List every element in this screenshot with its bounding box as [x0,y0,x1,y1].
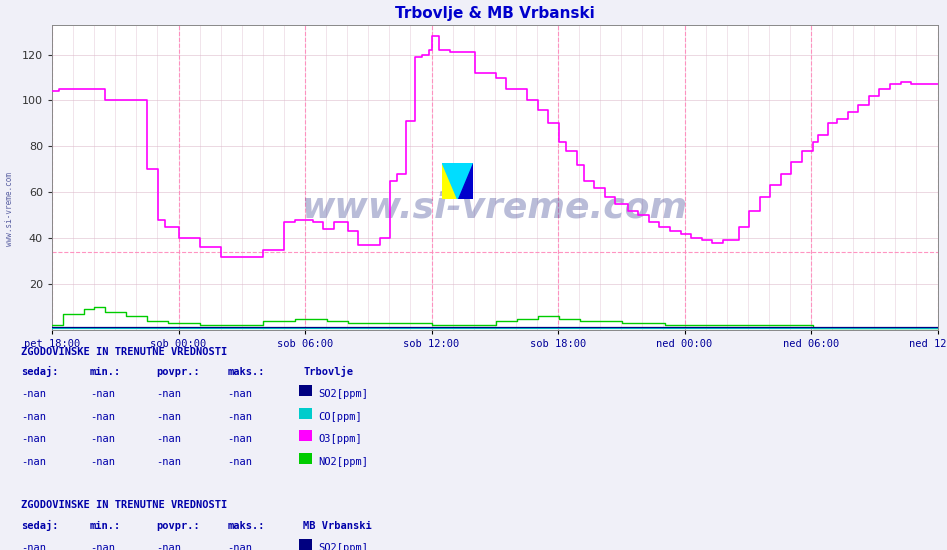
Text: -nan: -nan [227,389,252,399]
Text: -nan: -nan [156,412,181,422]
Text: ZGODOVINSKE IN TRENUTNE VREDNOSTI: ZGODOVINSKE IN TRENUTNE VREDNOSTI [21,500,227,510]
Text: -nan: -nan [227,543,252,550]
Polygon shape [442,163,474,199]
Text: maks.:: maks.: [227,367,265,377]
Text: -nan: -nan [21,543,45,550]
Text: SO2[ppm]: SO2[ppm] [318,389,368,399]
Text: NO2[ppm]: NO2[ppm] [318,456,368,467]
Text: -nan: -nan [156,434,181,444]
Text: -nan: -nan [90,389,115,399]
Text: -nan: -nan [227,434,252,444]
Text: CO[ppm]: CO[ppm] [318,412,362,422]
Text: www.si-vreme.com: www.si-vreme.com [5,172,14,246]
Text: -nan: -nan [90,434,115,444]
Text: O3[ppm]: O3[ppm] [318,434,362,444]
Text: sedaj:: sedaj: [21,520,59,531]
Text: -nan: -nan [156,456,181,467]
Text: SO2[ppm]: SO2[ppm] [318,543,368,550]
Title: Trbovlje & MB Vrbanski: Trbovlje & MB Vrbanski [395,6,595,21]
Text: www.si-vreme.com: www.si-vreme.com [302,191,688,225]
Text: povpr.:: povpr.: [156,521,200,531]
Text: -nan: -nan [90,412,115,422]
Text: -nan: -nan [21,456,45,467]
Text: MB Vrbanski: MB Vrbanski [303,521,372,531]
Text: -nan: -nan [21,389,45,399]
Text: Trbovlje: Trbovlje [303,366,353,377]
Text: -nan: -nan [156,543,181,550]
Text: min.:: min.: [90,521,121,531]
Text: -nan: -nan [90,543,115,550]
Text: -nan: -nan [90,456,115,467]
Text: sedaj:: sedaj: [21,366,59,377]
Text: min.:: min.: [90,367,121,377]
Polygon shape [457,163,474,199]
Text: ZGODOVINSKE IN TRENUTNE VREDNOSTI: ZGODOVINSKE IN TRENUTNE VREDNOSTI [21,346,227,357]
Text: -nan: -nan [21,412,45,422]
Text: -nan: -nan [156,389,181,399]
Polygon shape [442,163,457,199]
Text: -nan: -nan [227,456,252,467]
Text: povpr.:: povpr.: [156,367,200,377]
Text: maks.:: maks.: [227,521,265,531]
Text: -nan: -nan [227,412,252,422]
Text: -nan: -nan [21,434,45,444]
